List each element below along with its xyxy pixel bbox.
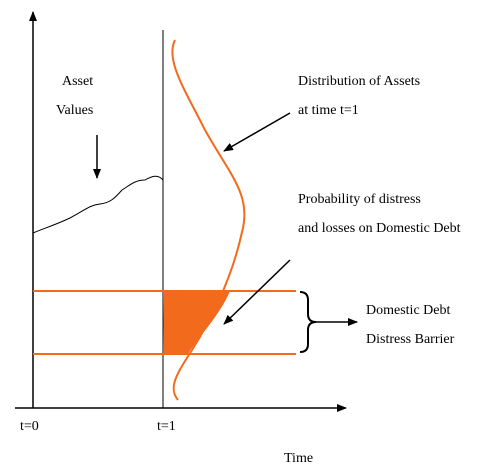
label: Distribution of Assets xyxy=(298,74,420,89)
label: Domestic Debt xyxy=(366,303,450,318)
label: Values xyxy=(56,103,93,118)
label: and losses on Domestic Debt xyxy=(298,221,461,236)
distribution-curve xyxy=(171,39,246,401)
label: t=1 xyxy=(157,419,176,434)
asset-path xyxy=(32,175,164,234)
label: t=0 xyxy=(20,419,39,434)
label: Asset xyxy=(62,74,93,89)
distribution-arrow xyxy=(223,112,291,152)
distress-area xyxy=(163,291,230,354)
label: Distress Barrier xyxy=(366,332,455,347)
label: at time t=1 xyxy=(298,103,359,118)
label: Time xyxy=(284,451,313,466)
brace xyxy=(299,291,317,353)
probability-arrow xyxy=(223,259,291,325)
label: Probability of distress xyxy=(298,192,421,207)
